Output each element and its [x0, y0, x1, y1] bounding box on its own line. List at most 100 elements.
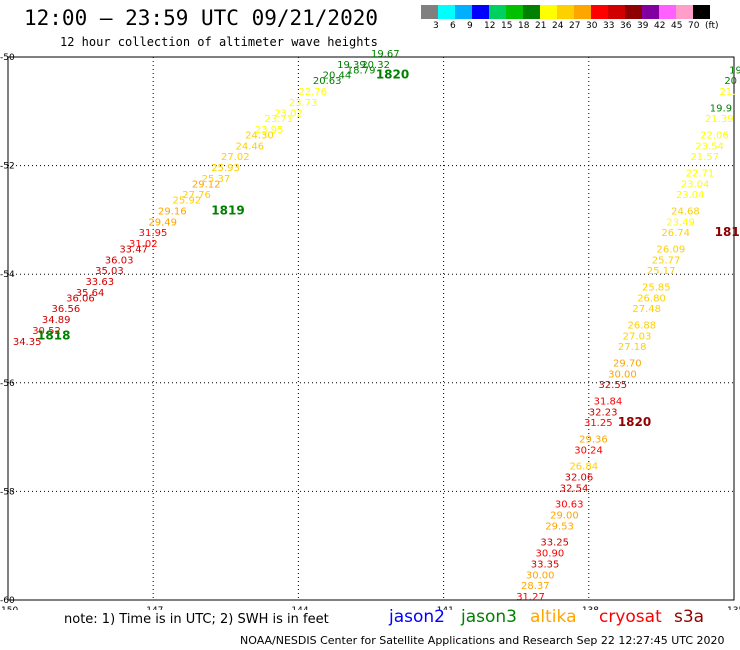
swh-label: 23.54: [695, 141, 724, 152]
pass-time-label: 1819: [211, 203, 244, 217]
axis-ticks: -150 -147 -144 -141 -138 -135 -50 -52 -54 -56 -58 -…: [0, 53, 740, 610]
swh-label: 28.37: [521, 581, 550, 592]
x-tick-label: -147: [143, 606, 163, 610]
swh-label: 20.63: [313, 76, 342, 87]
legend-swatch: [438, 5, 455, 19]
legend-label: 6: [450, 21, 456, 31]
pass-time-label: 1819: [715, 225, 740, 239]
series-jason3: 34.3530.5234.8936.5636.0635.6433.6335.03…: [13, 49, 400, 348]
legend-swatch: [455, 5, 472, 19]
legend-label: 36: [620, 21, 632, 31]
swh-label: 32.06: [565, 473, 594, 484]
page-subtitle: 12 hour collection of altimeter wave hei…: [60, 35, 378, 49]
satellite-jason3: jason3: [461, 607, 517, 627]
satellite-jason2: jason2: [389, 607, 445, 627]
legend-label: 42: [654, 21, 666, 31]
swh-label: 27.03: [623, 331, 652, 342]
swh-label: 30.63: [555, 500, 584, 511]
x-tick-label: -138: [579, 606, 600, 610]
swh-label: 32.54: [560, 483, 589, 494]
swh-points: 34.3530.5234.8936.5636.0635.6433.6335.03…: [13, 49, 740, 603]
credit-line: NOAA/NESDIS Center for Satellite Applica…: [240, 634, 725, 647]
swh-label: 21.57: [690, 152, 719, 163]
legend-label: 3: [433, 21, 439, 31]
swh-label: 30.90: [536, 549, 565, 560]
legend-label: (ft): [705, 21, 719, 31]
y-tick-label: -52: [0, 162, 15, 172]
swh-label: 33.25: [540, 538, 569, 549]
legend-swatch: [574, 5, 591, 19]
pass-time-label: 1818: [37, 328, 70, 342]
legend-swatch: [659, 5, 676, 19]
legend-swatch: [472, 5, 489, 19]
swh-label: 25.77: [652, 255, 681, 266]
swh-label: 26.09: [657, 244, 686, 255]
swh-label: 35.64: [76, 288, 105, 299]
swh-label: 29.36: [579, 435, 608, 446]
swh-label: 20: [724, 76, 737, 87]
swh-label: 32.23: [589, 407, 618, 418]
swh-label: 21.39: [705, 114, 734, 125]
swh-label: 29.16: [158, 206, 187, 217]
swh-label: 26.84: [569, 462, 598, 473]
legend-label: 39: [637, 21, 649, 31]
legend-swatch: [421, 5, 438, 19]
legend-swatch: [676, 5, 693, 19]
map-frame: [7, 56, 735, 601]
swh-label: 22.76: [298, 87, 327, 98]
x-tick-label: -135: [724, 606, 740, 610]
y-tick-label: -54: [0, 270, 15, 280]
pass-time-label: 1820: [618, 415, 651, 429]
swh-label: 19: [729, 65, 740, 76]
legend-label: 27: [569, 21, 581, 31]
y-tick-label: -58: [0, 487, 15, 497]
legend-label: 70: [688, 21, 700, 31]
x-tick-label: -141: [433, 606, 453, 610]
legend-label: 15: [501, 21, 513, 31]
pass-time-labels: 1818 1819 1820 1819 1820: [37, 68, 740, 430]
swh-label: 19.39: [337, 60, 366, 71]
y-tick-label: -50: [0, 53, 15, 63]
swh-label: 19.9: [710, 103, 732, 114]
swh-label: 21.: [719, 87, 735, 98]
swh-label: 30.00: [608, 369, 637, 380]
swh-label: 29.49: [148, 217, 177, 228]
swh-label: 29.00: [550, 511, 579, 522]
legend-label: 45: [671, 21, 683, 31]
swh-label: 36.06: [66, 293, 95, 304]
swh-label: 23.02: [274, 109, 303, 120]
swh-label: 27.18: [618, 342, 647, 353]
color-legend-labels: 3 6 9 12 15 18 21 24 27 30 33 36 39 42 45 70 (ft): [421, 21, 740, 33]
swh-label: 36.56: [52, 304, 81, 315]
swh-label: 35.03: [95, 266, 124, 277]
swh-label: 30.52: [32, 326, 61, 337]
legend-label: 12: [484, 21, 496, 31]
swh-label: 24.68: [671, 206, 700, 217]
swh-label: 36.03: [105, 255, 134, 266]
swh-label: 25.92: [173, 196, 202, 207]
satellite-altika: altika: [530, 607, 577, 627]
swh-label: 26.80: [637, 293, 666, 304]
swh-label: 27.02: [221, 152, 250, 163]
legend-swatch: [489, 5, 506, 19]
swh-label: 27.76: [182, 190, 211, 201]
swh-label: 23.71: [265, 114, 294, 125]
legend-swatch: [540, 5, 557, 19]
footer-note: note: 1) Time is in UTC; 2) SWH is in fe…: [64, 612, 329, 627]
legend-swatch: [642, 5, 659, 19]
legend-swatch: [506, 5, 523, 19]
satellite-s3a: s3a: [674, 607, 705, 627]
map-grid: [7, 56, 735, 601]
swh-label: 23.04: [676, 190, 705, 201]
swh-label: 33.63: [85, 277, 114, 288]
swh-label: 33.35: [531, 559, 560, 570]
swh-label: 20.32: [361, 60, 390, 71]
swh-label: 22.71: [686, 168, 715, 179]
swh-label: 30.00: [526, 570, 555, 581]
swh-label: 29.53: [545, 521, 574, 532]
swh-label: 31.95: [139, 228, 168, 239]
legend-label: 30: [586, 21, 598, 31]
swh-label: 24.30: [245, 130, 274, 141]
swh-label: 31.27: [516, 592, 545, 603]
x-tick-label: -144: [288, 606, 309, 610]
